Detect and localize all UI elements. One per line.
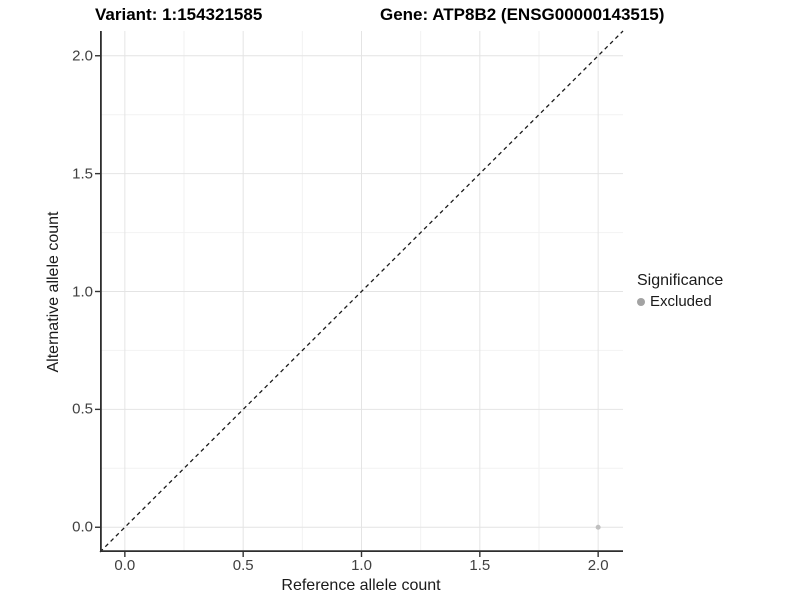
- gene-title: Gene: ATP8B2 (ENSG00000143515): [380, 5, 665, 24]
- identity-reference-line: [99, 30, 624, 553]
- variant-title: Variant: 1:154321585: [95, 5, 263, 24]
- data-point: [595, 524, 601, 530]
- x-tick-label: 0.5: [232, 557, 254, 574]
- y-tick-label: 0.0: [72, 518, 93, 536]
- legend: Significance Excluded: [637, 271, 723, 311]
- legend-item-excluded: Excluded: [637, 293, 723, 311]
- plot-panel: [95, 30, 624, 557]
- scatter-plot-canvas: [95, 30, 624, 557]
- excluded-point-icon: [637, 298, 645, 306]
- x-tick-label: 0.0: [114, 557, 136, 574]
- x-tick-label: 1.0: [351, 557, 372, 574]
- y-tick-label: 0.5: [72, 400, 93, 418]
- legend-title: Significance: [637, 272, 724, 289]
- x-tick-label: 1.5: [469, 557, 491, 574]
- x-axis-title: Reference allele count: [281, 577, 441, 594]
- y-tick-label: 1.0: [72, 283, 93, 300]
- legend-item-label: Excluded: [650, 293, 712, 310]
- y-tick-label: 2.0: [72, 47, 93, 65]
- y-tick-label: 1.5: [72, 165, 93, 183]
- y-axis-title: Alternative allele count: [45, 211, 62, 373]
- x-tick-label: 2.0: [587, 557, 609, 574]
